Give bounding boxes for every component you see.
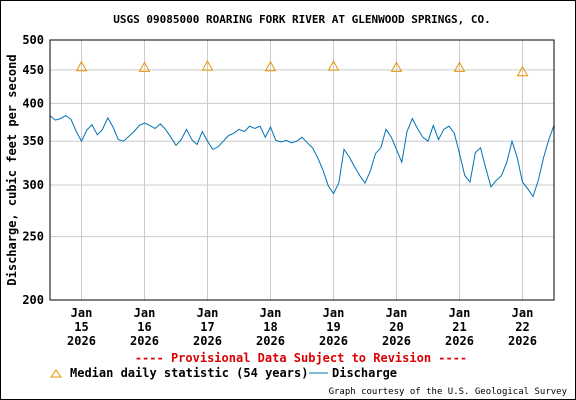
median-marker <box>327 60 340 71</box>
median-marker <box>264 60 277 72</box>
x-tick-label: Jan <box>197 306 219 320</box>
x-tick-label: Jan <box>386 306 408 320</box>
median-marker <box>201 60 214 71</box>
median-marker <box>138 61 151 72</box>
plot-area-border <box>49 39 555 301</box>
median-markers <box>75 60 529 77</box>
x-tick-label: 15 <box>74 320 88 334</box>
x-tick-label: 2026 <box>130 334 159 348</box>
median-marker <box>75 60 88 72</box>
x-tick-label: 20 <box>389 320 403 334</box>
discharge-series-line <box>49 115 555 198</box>
chart-title: USGS 09085000 ROARING FORK RIVER AT GLEN… <box>113 13 491 26</box>
x-tick-label: 18 <box>263 320 277 334</box>
y-axis-label: Discharge, cubic feet per second <box>5 54 19 285</box>
y-tick-label: 500 <box>22 33 44 47</box>
median-marker <box>453 61 466 72</box>
x-tick-label: Jan <box>323 306 345 320</box>
x-tick-label: 2026 <box>508 334 537 348</box>
y-tick-label: 400 <box>22 96 44 110</box>
legend-median-label: Median daily statistic (54 years) <box>70 366 308 380</box>
x-tick-label: Jan <box>134 306 156 320</box>
x-tick-label: 16 <box>137 320 151 334</box>
x-tick-label: 2026 <box>67 334 96 348</box>
x-tick-label: 17 <box>200 320 214 334</box>
y-tick-label: 250 <box>22 230 44 244</box>
median-marker <box>516 65 529 77</box>
x-tick-label: Jan <box>71 306 93 320</box>
x-tick-label: Jan <box>449 306 471 320</box>
legend: Median daily statistic (54 years) Discha… <box>50 366 397 380</box>
grid <box>50 40 554 300</box>
y-tick-label: 200 <box>22 293 44 307</box>
graph-credit: Graph courtesy of the U.S. Geological Su… <box>329 387 568 397</box>
x-tick-label: 2026 <box>319 334 348 348</box>
x-tick-label: 22 <box>515 320 529 334</box>
x-tick-label: Jan <box>512 306 534 320</box>
y-axis-ticks: 200 250 300 350 400 450 500 <box>22 33 44 307</box>
x-tick-label: Jan <box>260 306 282 320</box>
x-tick-label: 19 <box>326 320 340 334</box>
x-tick-label: 2026 <box>445 334 474 348</box>
x-tick-label: 2026 <box>193 334 222 348</box>
y-tick-label: 300 <box>22 178 44 192</box>
y-tick-label: 350 <box>22 134 44 148</box>
x-tick-label: 21 <box>452 320 466 334</box>
legend-discharge-label: Discharge <box>332 366 397 380</box>
provisional-notice: ---- Provisional Data Subject to Revisio… <box>135 351 467 365</box>
legend-median-marker <box>50 369 62 378</box>
median-marker <box>390 61 403 72</box>
x-tick-label: 2026 <box>256 334 285 348</box>
x-tick-label: 2026 <box>382 334 411 348</box>
x-axis-ticks: Jan152026Jan162026Jan172026Jan182026Jan1… <box>67 306 537 348</box>
y-tick-label: 450 <box>22 63 44 77</box>
